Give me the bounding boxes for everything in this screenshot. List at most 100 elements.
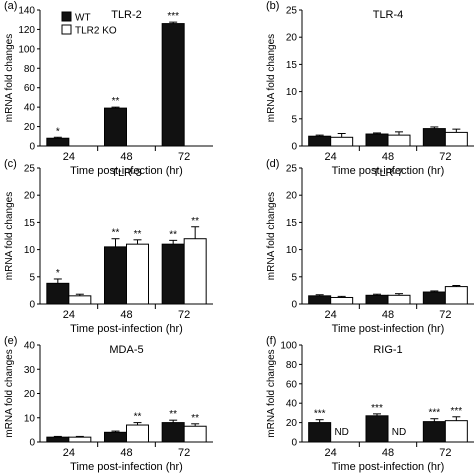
- y-axis-label: mRNA fold changes: [4, 34, 15, 122]
- x-tick-label: 24: [325, 309, 337, 321]
- significance-label: **: [169, 229, 177, 240]
- bar-ko: [330, 136, 354, 147]
- y-tick-label: 0: [291, 142, 297, 153]
- y-tick-label: 20: [286, 33, 298, 44]
- bar-ko: [387, 294, 411, 305]
- bar-wt: [365, 294, 389, 305]
- y-tick-label: 10: [286, 245, 298, 256]
- y-axis-label: mRNA fold changes: [266, 349, 277, 437]
- y-tick-label: 40: [286, 399, 298, 410]
- significance-label: **: [134, 229, 142, 240]
- bar-wt: [365, 415, 389, 443]
- chart-panel-2: (b) TLR-4 0 5 10 15 20 25 mRNA fold changes 24 48 7…: [266, 0, 474, 177]
- x-tick-label: 72: [439, 309, 451, 321]
- y-tick-label: 40: [24, 341, 36, 352]
- x-tick-label: 24: [63, 447, 75, 459]
- legend-swatch-ko: [61, 24, 72, 35]
- y-tick-label: 15: [286, 218, 298, 229]
- y-tick-label: 10: [286, 87, 298, 98]
- bar-ko: [387, 134, 411, 147]
- significance-label: **: [112, 228, 120, 239]
- y-tick-label: 5: [291, 114, 297, 125]
- bar-wt: [422, 291, 446, 305]
- chart-panel-3: (c) TLR-3 0 5 10 15 20 25 mRNA fold changes 24 * 48…: [4, 158, 213, 335]
- panel-label: (e): [4, 335, 17, 347]
- chart-title: TLR-4: [373, 9, 404, 21]
- y-tick-label: 0: [29, 300, 35, 311]
- bar-ko: [330, 296, 354, 305]
- panel-label: (c): [4, 158, 17, 170]
- y-tick-label: 0: [291, 300, 297, 311]
- significance-label: **: [191, 413, 199, 424]
- x-tick-label: 48: [382, 151, 394, 163]
- y-axis-label: mRNA fold changes: [4, 349, 15, 437]
- x-tick-label: 48: [120, 309, 132, 321]
- chart-panel-5: (e) MDA-5 0 10 20 30 40 mRNA fold changes 24 48 **…: [4, 335, 213, 473]
- bar-wt: [308, 135, 332, 147]
- y-tick-label: 25: [24, 164, 36, 175]
- y-tick-label: 100: [18, 44, 35, 55]
- significance-label: ***: [428, 408, 440, 419]
- panel-label: (a): [4, 0, 17, 12]
- chart-title: TLR-3: [111, 167, 142, 179]
- chart-title: RIG-1: [373, 344, 402, 356]
- x-tick-label: 24: [63, 151, 75, 163]
- bar-wt: [104, 246, 127, 305]
- significance-label: *: [56, 126, 60, 137]
- significance-label: **: [191, 216, 199, 227]
- bar-annotation: ND: [392, 427, 406, 438]
- y-tick-label: 120: [18, 25, 35, 36]
- y-tick-label: 0: [29, 438, 35, 449]
- x-axis-label: Time post-infection (hr): [332, 461, 445, 473]
- y-tick-label: 10: [24, 245, 36, 256]
- x-tick-label: 24: [325, 447, 337, 459]
- chart-title: MDA-5: [109, 344, 143, 356]
- y-tick-label: 20: [24, 389, 36, 400]
- panel-label: (d): [266, 158, 279, 170]
- bar-ko: [183, 425, 207, 443]
- x-tick-label: 48: [382, 309, 394, 321]
- chart-panel-4: (d) TLR-7 0 5 10 15 20 25 mRNA fold changes 24 48 7…: [266, 158, 474, 335]
- bar-wt: [422, 128, 446, 147]
- y-tick-label: 100: [280, 341, 297, 352]
- bar-ko: [444, 131, 468, 147]
- chart-panel-1: (a) TLR-2 0 20 40 60 80 100 120 140 mRNA fold chan…: [4, 0, 213, 177]
- bar-ko: [444, 286, 468, 305]
- y-tick-label: 5: [29, 272, 35, 283]
- x-tick-label: 48: [120, 447, 132, 459]
- y-tick-label: 25: [286, 6, 298, 17]
- x-axis-label: Time post-infection (hr): [70, 323, 183, 335]
- y-tick-label: 0: [291, 438, 297, 449]
- bar-annotation: ND: [334, 427, 348, 438]
- y-axis-label: mRNA fold changes: [266, 34, 277, 122]
- x-tick-label: 48: [382, 447, 394, 459]
- significance-label: **: [134, 412, 142, 423]
- significance-label: **: [169, 409, 177, 420]
- chart-title: TLR-2: [111, 9, 142, 21]
- legend-label: WT: [75, 13, 91, 24]
- significance-label: ***: [167, 11, 179, 22]
- panel-label: (b): [266, 0, 279, 12]
- legend-label: TLR2 KO: [75, 26, 117, 37]
- y-tick-label: 60: [286, 379, 298, 390]
- y-tick-label: 0: [29, 142, 35, 153]
- bar-wt: [46, 436, 70, 443]
- panel-label: (f): [266, 335, 276, 347]
- bar-wt: [365, 133, 389, 147]
- bar-wt: [308, 422, 332, 443]
- x-tick-label: 72: [178, 309, 190, 321]
- x-axis-label: Time post-infection (hr): [70, 461, 183, 473]
- bar-wt: [104, 431, 127, 443]
- significance-label: *: [56, 268, 60, 279]
- x-tick-label: 48: [120, 151, 132, 163]
- bar-wt: [104, 107, 127, 147]
- bar-ko: [68, 436, 92, 443]
- bar-ko: [126, 243, 149, 305]
- bar-wt: [161, 422, 185, 443]
- legend-swatch-wt: [61, 11, 72, 22]
- x-tick-label: 24: [63, 309, 75, 321]
- y-tick-label: 20: [286, 418, 298, 429]
- y-axis-label: mRNA fold changes: [4, 192, 15, 280]
